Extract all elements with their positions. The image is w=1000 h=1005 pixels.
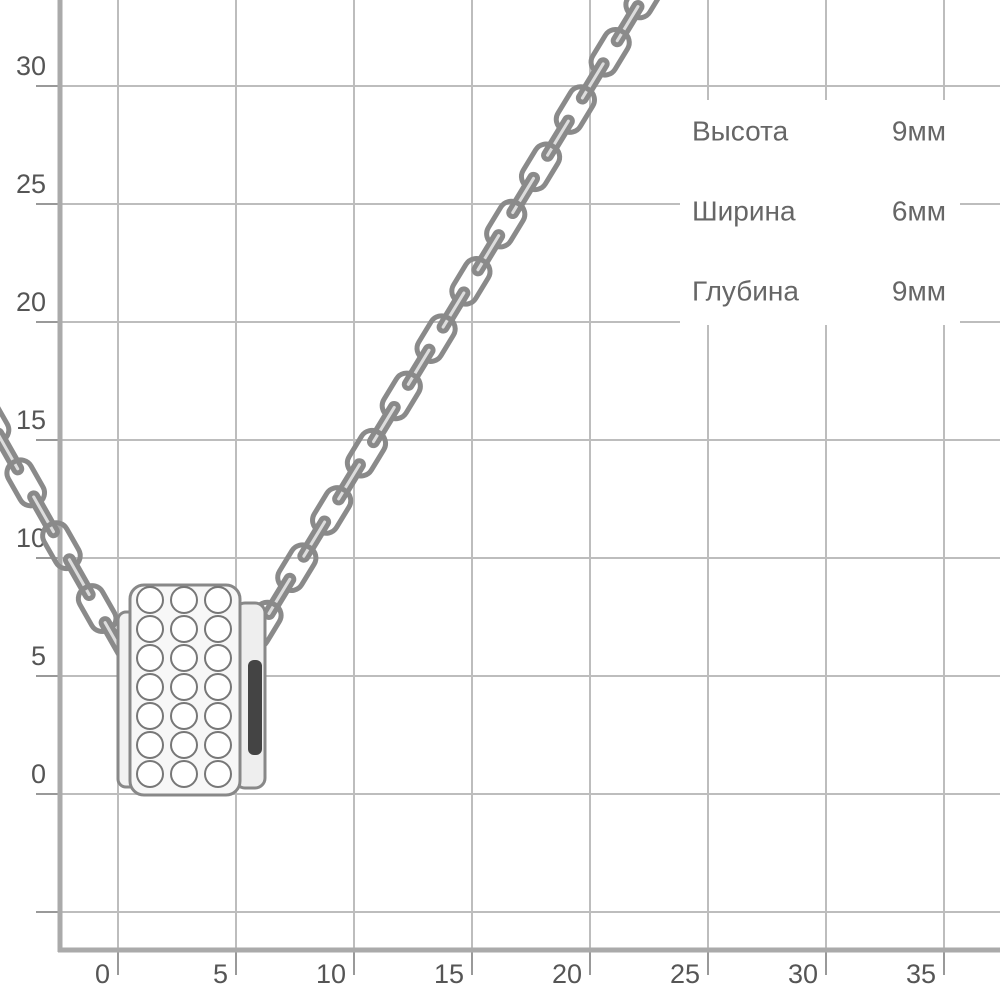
chain-link [541, 114, 575, 162]
gem [136, 673, 164, 701]
chain-link [297, 515, 332, 563]
gem [170, 731, 198, 759]
chain-link [610, 0, 645, 48]
gem [170, 760, 198, 788]
y-tick-label: 25 [16, 169, 46, 199]
pendant [116, 583, 267, 797]
chain-link [471, 229, 506, 277]
gem [204, 586, 232, 614]
y-tick-label: 30 [16, 51, 46, 81]
gem [170, 586, 198, 614]
dimension-label: Глубина [692, 275, 799, 306]
label-backdrop [680, 100, 960, 325]
chain [0, 0, 667, 664]
y-tick-label: 20 [16, 287, 46, 317]
x-tick-label: 5 [213, 959, 228, 989]
chain-link [366, 400, 401, 449]
gem [170, 673, 198, 701]
chain-link [332, 458, 366, 506]
gem [204, 644, 232, 672]
gem [204, 673, 232, 701]
x-tick-label: 20 [552, 959, 582, 989]
chain-link [436, 286, 471, 334]
gem [136, 586, 164, 614]
dimensions: Высота 9мм Ширина 6мм Глубина 9мм [692, 115, 946, 306]
x-tick-label: 15 [434, 959, 464, 989]
x-tick-label: 35 [906, 959, 936, 989]
x-tick-label: 10 [316, 959, 346, 989]
dimension-label: Высота [692, 115, 789, 146]
dimension-value: 9мм [892, 275, 946, 306]
gem [204, 615, 232, 643]
gem [204, 731, 232, 759]
x-tick-label: 30 [788, 959, 818, 989]
gem [136, 702, 164, 730]
dimension-label: Ширина [692, 195, 796, 226]
y-tick-label: 15 [16, 405, 46, 435]
gem [136, 760, 164, 788]
gem [136, 644, 164, 672]
x-tick-label: 0 [95, 959, 110, 989]
chain-link [0, 427, 25, 476]
gem [204, 702, 232, 730]
chain-link [506, 171, 541, 220]
gem [170, 702, 198, 730]
gem [136, 731, 164, 759]
x-tick-label: 25 [670, 959, 700, 989]
dimension-value: 9мм [892, 115, 946, 146]
chain-link [401, 343, 436, 391]
chain-link [262, 572, 297, 620]
dimension-value: 6мм [892, 195, 946, 226]
gem [170, 615, 198, 643]
gem [204, 760, 232, 788]
y-tick-label: 5 [31, 641, 46, 671]
gem [136, 615, 164, 643]
chain-link [575, 57, 610, 105]
gem [170, 644, 198, 672]
y-tick-label: 0 [31, 759, 46, 789]
